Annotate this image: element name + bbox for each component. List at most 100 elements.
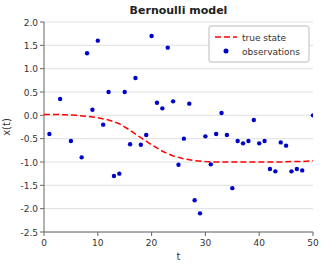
y-label: x(t) (1, 118, 12, 136)
tick-label: -2.0 (20, 204, 38, 214)
point (79, 155, 83, 159)
point (133, 76, 137, 80)
point (85, 51, 89, 55)
tick (313, 232, 314, 236)
tick (40, 92, 44, 93)
tick-label: 10 (92, 238, 104, 248)
point (182, 136, 186, 140)
tick (40, 208, 44, 209)
line (44, 114, 313, 162)
y-axis (44, 22, 45, 232)
point (300, 168, 304, 172)
grid-line (44, 208, 313, 209)
tick-label: 0 (41, 238, 47, 248)
point (160, 106, 164, 110)
grid-line (44, 232, 313, 233)
legend-key (215, 36, 237, 38)
tick (44, 232, 45, 236)
point (123, 90, 127, 94)
tick (40, 138, 44, 139)
point (47, 132, 51, 136)
tick (40, 185, 44, 186)
point (295, 167, 299, 171)
point (311, 113, 313, 117)
point (268, 167, 272, 171)
tick-label: 0.0 (24, 111, 39, 121)
tick (40, 232, 44, 233)
point (257, 141, 261, 145)
tick (259, 232, 260, 236)
point (176, 163, 180, 167)
grid-line (44, 185, 313, 186)
tick-label: -1.0 (20, 158, 38, 168)
tick-label: 0.5 (24, 88, 38, 98)
background (0, 0, 323, 266)
point (106, 90, 110, 94)
legend-label: observations (242, 47, 300, 57)
point (187, 101, 191, 105)
point (139, 143, 143, 147)
point (58, 97, 62, 101)
point (230, 186, 234, 190)
point (144, 133, 148, 137)
point (198, 211, 202, 215)
tick (40, 68, 44, 69)
tick-label: 30 (200, 238, 212, 248)
point (241, 141, 245, 145)
point (289, 169, 293, 173)
tick (151, 232, 152, 236)
tick (40, 115, 44, 116)
grid (44, 22, 313, 232)
tick-label: 40 (253, 238, 265, 248)
point (252, 118, 256, 122)
chart: -2.5 -2.0 -1.5 -1.0 -0.5 0.0 0.5 1.0 1.5 2.0 0 10 20… (0, 0, 323, 266)
tick-label: -1.5 (20, 181, 38, 191)
tick (40, 45, 44, 46)
point (203, 134, 207, 138)
point (171, 99, 175, 103)
point (149, 34, 153, 38)
tick-label: 1.0 (24, 64, 39, 74)
point (235, 139, 239, 143)
point (117, 171, 121, 175)
tick (40, 22, 44, 23)
grid-line (44, 138, 313, 139)
point (225, 133, 229, 137)
point (192, 198, 196, 202)
tick (40, 162, 44, 163)
point (112, 174, 116, 178)
grid-line (44, 92, 313, 93)
point (69, 139, 73, 143)
point (214, 132, 218, 136)
tick (205, 232, 206, 236)
point (209, 162, 213, 166)
grid-line (44, 68, 313, 69)
point (279, 140, 283, 144)
tick-label: -0.5 (20, 134, 38, 144)
legend: true state observations (209, 26, 309, 62)
point (155, 101, 159, 105)
point (273, 169, 277, 173)
legend-key (224, 49, 229, 54)
point (166, 45, 170, 49)
point (262, 139, 266, 143)
tick-label: 20 (146, 238, 158, 248)
tick (97, 232, 98, 236)
legend-label: true state (242, 33, 287, 43)
point (96, 38, 100, 42)
tick-label: 2.0 (24, 18, 39, 28)
point (101, 122, 105, 126)
point (284, 143, 288, 147)
tick-label: 50 (307, 238, 319, 248)
tick-label: -2.5 (20, 228, 38, 238)
x-axis (44, 232, 313, 233)
legend-box (209, 26, 309, 62)
point (219, 111, 223, 115)
x-label: t (177, 251, 181, 262)
point (246, 139, 250, 143)
title: Bernoulli model (130, 4, 228, 17)
grid-line (44, 22, 313, 23)
point (90, 108, 94, 112)
tick-label: 1.5 (24, 41, 38, 51)
point (128, 142, 132, 146)
